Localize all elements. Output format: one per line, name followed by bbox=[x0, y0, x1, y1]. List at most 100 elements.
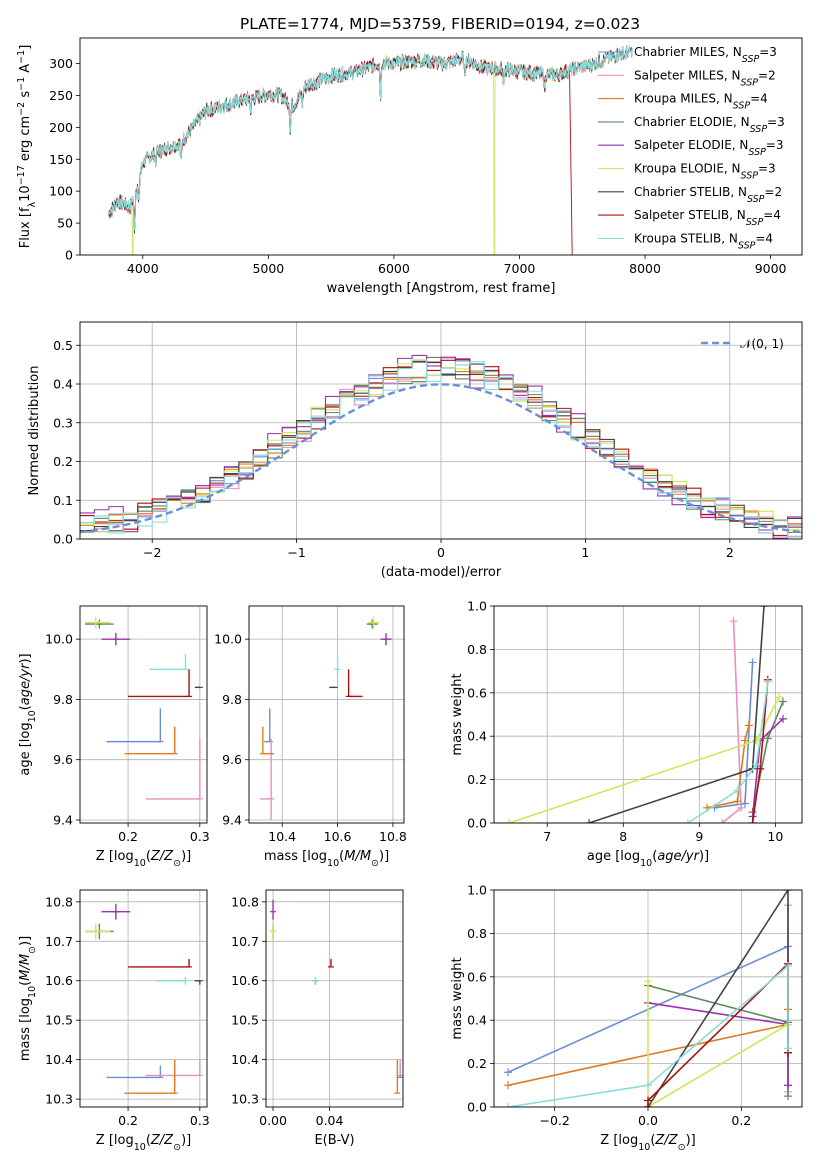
spectrum-legend: Chabrier MILES, NSSP=3 Salpeter MILES, NS… bbox=[598, 45, 785, 251]
y-tick-label: 0.5 bbox=[53, 338, 73, 353]
x-tick-label: 7 bbox=[543, 829, 551, 844]
legend-label: Chabrier STELIB, NSSP=2 bbox=[634, 185, 782, 205]
y-axis-label: Normed distribution bbox=[27, 366, 42, 496]
label-part: SSP bbox=[746, 217, 764, 228]
y-tick-label: 1.0 bbox=[467, 883, 487, 898]
x-tick-label: 0.00 bbox=[259, 1113, 287, 1128]
y-tick-label: 10.6 bbox=[45, 973, 73, 988]
errorbar-point bbox=[345, 669, 363, 698]
label-part: age [log bbox=[587, 849, 640, 864]
legend-label: Salpeter MILES, NSSP=2 bbox=[634, 68, 776, 88]
y-tick-label: 0.4 bbox=[53, 377, 73, 392]
label-part: 10 bbox=[134, 858, 146, 869]
age-vs-Z-panel: 0.2 0.39.49.69.810.0Z [log10(Z/Z⊙)]age [l… bbox=[18, 605, 210, 869]
label-part: erg cm bbox=[18, 116, 33, 165]
label-part: )] bbox=[181, 849, 191, 864]
y-tick-label: 0.2 bbox=[467, 772, 487, 787]
y-tick-label: 10.8 bbox=[45, 894, 73, 909]
y-tick-label: 0.8 bbox=[467, 926, 487, 941]
legend-label: Chabrier MILES, NSSP=3 bbox=[634, 45, 777, 65]
label-part: ] bbox=[18, 45, 33, 50]
legend-label: Chabrier ELODIE, NSSP=3 bbox=[634, 115, 785, 134]
legend-label: Kroupa MILES, NSSP=4 bbox=[634, 92, 768, 112]
label-part: )] bbox=[18, 936, 33, 946]
label-part: s bbox=[18, 91, 33, 102]
mass-vs-Z-panel: 0.2 0.310.310.410.510.610.710.8Z [log10(Z… bbox=[18, 889, 210, 1153]
label-part: SSP bbox=[738, 240, 756, 251]
weight-marker bbox=[784, 1092, 792, 1101]
label-part: SSP bbox=[747, 193, 765, 204]
y-tick-label: 9.6 bbox=[53, 752, 73, 767]
x-tick-label: 0.2 bbox=[731, 1113, 751, 1128]
errorbar-point bbox=[85, 923, 111, 940]
weight-line-kroupa-stelib bbox=[687, 681, 769, 823]
errorbar-group bbox=[85, 616, 203, 800]
label-part: )] bbox=[379, 849, 389, 864]
x-tick-label: 0.2 bbox=[118, 829, 138, 844]
weight-marker bbox=[784, 1081, 792, 1090]
plot-frame bbox=[493, 605, 803, 824]
label-part: age/yr bbox=[657, 849, 700, 864]
label-part: A bbox=[18, 64, 33, 77]
label-part: =3 bbox=[766, 138, 784, 152]
label-part: ( bbox=[18, 981, 33, 986]
legend-label: Kroupa STELIB, NSSP=4 bbox=[634, 231, 773, 251]
label-part: 10 bbox=[638, 1142, 650, 1153]
x-tick-label: 10.8 bbox=[379, 829, 407, 844]
errorbar-point bbox=[312, 976, 319, 985]
series-group bbox=[505, 606, 787, 823]
x-tick-label: 9000 bbox=[755, 261, 787, 276]
weight-marker bbox=[744, 721, 753, 730]
label-part: SSP bbox=[742, 54, 760, 65]
y-tick-label: 0.2 bbox=[467, 1056, 487, 1071]
weight-marker bbox=[784, 1044, 792, 1053]
weight-marker bbox=[644, 1081, 652, 1090]
y-tick-label: 0.4 bbox=[467, 729, 487, 744]
x-tick-label: 10 bbox=[767, 829, 783, 844]
weight-marker bbox=[778, 697, 787, 706]
y-tick-label: 200 bbox=[49, 120, 73, 135]
x-tick-label: 8000 bbox=[629, 261, 661, 276]
x-tick-label: −2 bbox=[143, 545, 161, 560]
label-part: Salpeter STELIB, N bbox=[634, 208, 746, 222]
y-axis-label: age [log10(age/yr)] bbox=[18, 653, 38, 775]
label-part: =4 bbox=[763, 208, 781, 222]
label-part: 10 bbox=[134, 1142, 146, 1153]
residual-legend: 𝒩(0, 1) bbox=[701, 337, 784, 351]
label-part: Kroupa STELIB, N bbox=[634, 231, 738, 245]
y-tick-label: 250 bbox=[49, 88, 73, 103]
y-tick-label: 0.1 bbox=[53, 493, 73, 508]
label-part: Z [log bbox=[96, 849, 134, 864]
label-part: ⊙ bbox=[371, 858, 379, 869]
x-tick-label: 6000 bbox=[378, 261, 410, 276]
label-part: )] bbox=[18, 653, 33, 663]
y-tick-label: 10.5 bbox=[231, 1013, 259, 1028]
mass-vs-EBV-panel: 0.00 0.04 10.3 10.4 10.5 10.6 10.7 10.8 E(B-V) bbox=[231, 889, 404, 1148]
label-part: )] bbox=[181, 1133, 191, 1148]
errorbar-point bbox=[101, 903, 131, 920]
label-part: Z/Z bbox=[654, 1133, 678, 1148]
label-part: Z [log bbox=[600, 1133, 638, 1148]
errorbar-point bbox=[85, 616, 111, 629]
label-part: −2 bbox=[16, 102, 27, 116]
x-axis-label: Z [log10(Z/Z⊙)] bbox=[96, 849, 191, 869]
legend-label: Kroupa ELODIE, NSSP=3 bbox=[634, 162, 776, 182]
errorbar-point bbox=[146, 738, 203, 800]
label-part: Z/Z bbox=[150, 849, 174, 864]
label-part: Chabrier STELIB, N bbox=[634, 185, 747, 199]
x-tick-label: 0.3 bbox=[190, 829, 210, 844]
label-part: −1 bbox=[16, 77, 27, 91]
errorbar-point bbox=[124, 726, 178, 755]
label-part: Flux [f bbox=[18, 207, 33, 248]
errorbar-group bbox=[85, 903, 203, 1094]
errorbar-point bbox=[149, 654, 189, 670]
label-part: =3 bbox=[758, 162, 776, 176]
y-tick-label: 10.0 bbox=[214, 632, 242, 647]
x-axis-label: wavelength [Angstrom, rest frame] bbox=[327, 281, 556, 296]
label-part: Chabrier ELODIE, N bbox=[634, 115, 750, 129]
age-vs-mass-panel: 10.4 10.6 10.8 9.4 9.6 9.8 10.0 mass [log10(M/M… bbox=[214, 605, 407, 869]
y-tick-label: 9.4 bbox=[222, 812, 242, 827]
errorbar-point bbox=[156, 976, 189, 985]
errorbar-point bbox=[397, 1059, 403, 1077]
